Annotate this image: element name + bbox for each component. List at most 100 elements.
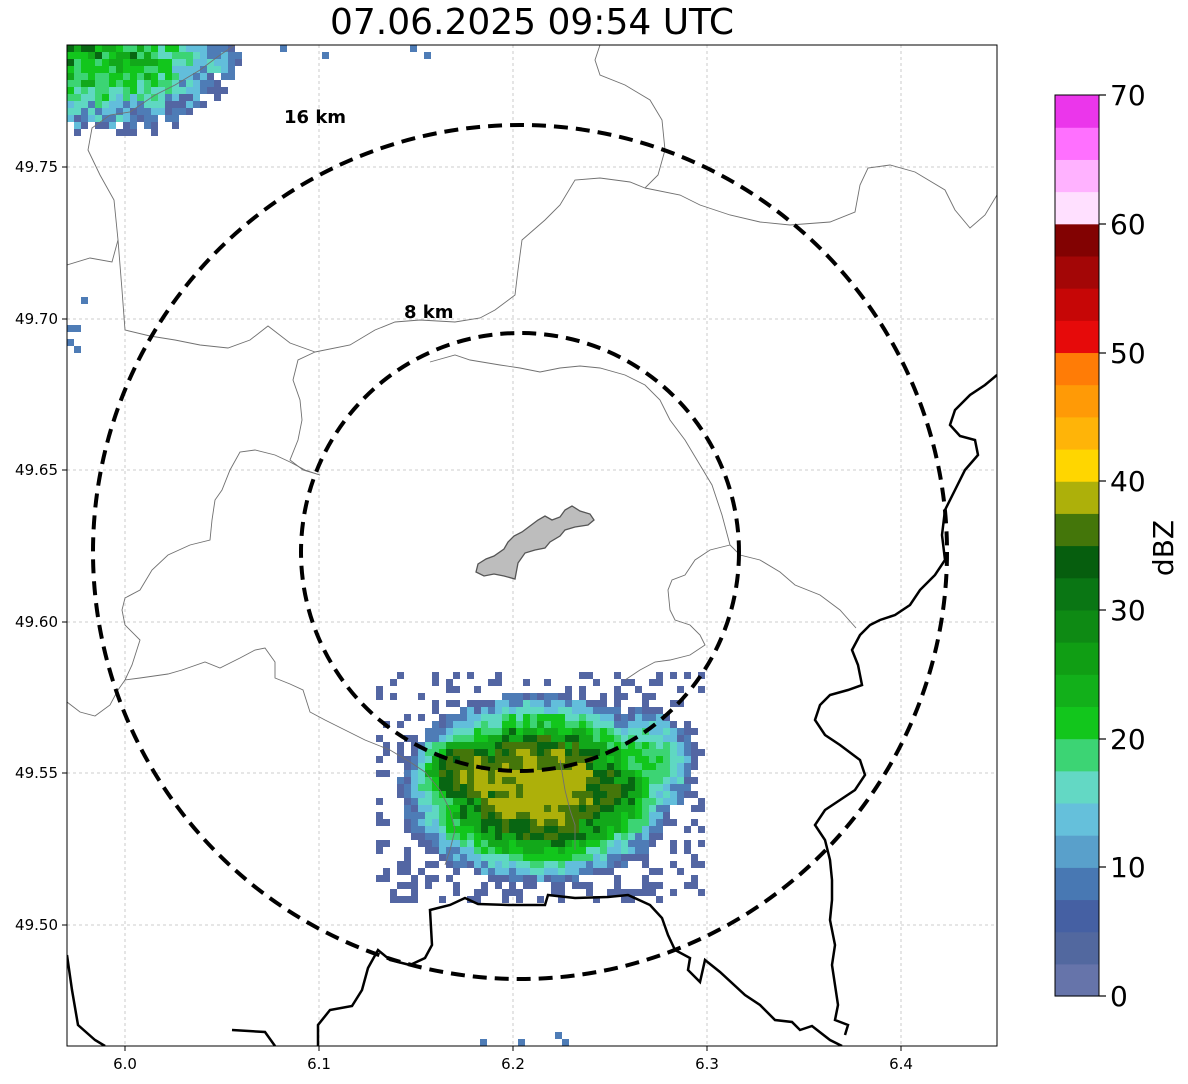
radar-pixel — [411, 791, 418, 798]
radar-pixel — [628, 770, 635, 777]
radar-pixel — [614, 749, 621, 756]
colorbar-segment — [1055, 223, 1099, 257]
radar-pixel — [509, 861, 516, 868]
radar-pixel — [144, 73, 151, 80]
radar-pixel — [558, 693, 565, 700]
radar-pixel — [586, 826, 593, 833]
radar-pixel — [509, 763, 516, 770]
radar-pixel — [123, 73, 130, 80]
radar-pixel — [670, 749, 677, 756]
radar-pixel — [509, 798, 516, 805]
radar-pixel — [418, 777, 425, 784]
radar-pixel — [404, 798, 411, 805]
radar-pixel — [123, 108, 130, 115]
radar-pixel — [446, 770, 453, 777]
radar-pixel — [488, 847, 495, 854]
radar-pixel — [123, 101, 130, 108]
radar-pixel — [144, 122, 151, 129]
radar-pixel — [502, 749, 509, 756]
radar-pixel — [467, 826, 474, 833]
radar-pixel — [607, 756, 614, 763]
radar-pixel — [565, 770, 572, 777]
radar-pixel — [565, 777, 572, 784]
radar-pixel — [544, 742, 551, 749]
radar-pixel — [88, 73, 95, 80]
radar-pixel — [453, 686, 460, 693]
radar-pixel — [572, 868, 579, 875]
radar-pixel — [642, 770, 649, 777]
radar-pixel — [151, 129, 158, 136]
radar-pixel — [186, 52, 193, 59]
radar-pixel — [572, 812, 579, 819]
radar-pixel — [95, 87, 102, 94]
colorbar-ticks — [1099, 94, 1106, 997]
radar-pixel — [670, 777, 677, 784]
radar-pixel — [621, 714, 628, 721]
radar-pixel — [488, 784, 495, 791]
radar-pixel — [579, 868, 586, 875]
radar-pixel — [565, 721, 572, 728]
radar-pixel — [593, 749, 600, 756]
radar-pixel — [663, 777, 670, 784]
radar-pixel — [383, 749, 390, 756]
radar-pixel — [593, 798, 600, 805]
radar-pixel — [502, 805, 509, 812]
radar-pixel — [460, 861, 467, 868]
radar-pixel — [467, 763, 474, 770]
radar-pixel — [193, 59, 200, 66]
radar-pixel — [123, 45, 130, 52]
radar-pixel — [488, 791, 495, 798]
radar-pixel — [656, 679, 663, 686]
radar-pixel — [593, 742, 600, 749]
radar-pixel — [179, 45, 186, 52]
radar-pixel — [530, 868, 537, 875]
radar-pixel — [179, 73, 186, 80]
radar-pixel — [474, 686, 481, 693]
radar-pixel — [81, 94, 88, 101]
radar-pixel — [404, 756, 411, 763]
radar-pixel — [649, 749, 656, 756]
radar-pixel — [74, 66, 81, 73]
radar-pixel — [544, 728, 551, 735]
radar-pixel — [663, 749, 670, 756]
radar-pixel — [474, 707, 481, 714]
radar-pixel — [565, 784, 572, 791]
radar-pixel — [214, 59, 221, 66]
radar-pixel — [67, 66, 74, 73]
radar-pixel — [137, 115, 144, 122]
radar-pixel — [523, 819, 530, 826]
radar-pixel — [537, 833, 544, 840]
radar-pixel — [523, 770, 530, 777]
radar-pixel — [109, 66, 116, 73]
radar-pixel — [684, 742, 691, 749]
radar-pixel — [495, 707, 502, 714]
radar-pixel — [172, 108, 179, 115]
radar-pixel — [607, 735, 614, 742]
radar-pixel — [565, 742, 572, 749]
radar-pixel — [558, 812, 565, 819]
radar-pixel — [418, 770, 425, 777]
radar-pixel — [537, 777, 544, 784]
radar-pixel — [523, 882, 530, 889]
radar-pixel — [425, 784, 432, 791]
radar-pixel — [74, 73, 81, 80]
radar-pixel — [586, 861, 593, 868]
radar-pixel — [453, 672, 460, 679]
radar-pixel — [530, 756, 537, 763]
radar-pixel — [628, 896, 635, 903]
radar-pixel — [579, 812, 586, 819]
radar-pixel — [95, 45, 102, 52]
radar-pixel — [137, 94, 144, 101]
radar-pixel — [432, 721, 439, 728]
radar-pixel — [502, 861, 509, 868]
radar-pixel — [439, 770, 446, 777]
radar-pixel — [488, 749, 495, 756]
radar-pixel — [193, 94, 200, 101]
radar-pixel — [432, 791, 439, 798]
radar-pixel — [572, 756, 579, 763]
radar-pixel — [600, 854, 607, 861]
radar-pixel — [509, 700, 516, 707]
radar-pixel — [621, 784, 628, 791]
radar-pixel — [523, 798, 530, 805]
radar-pixel — [572, 777, 579, 784]
